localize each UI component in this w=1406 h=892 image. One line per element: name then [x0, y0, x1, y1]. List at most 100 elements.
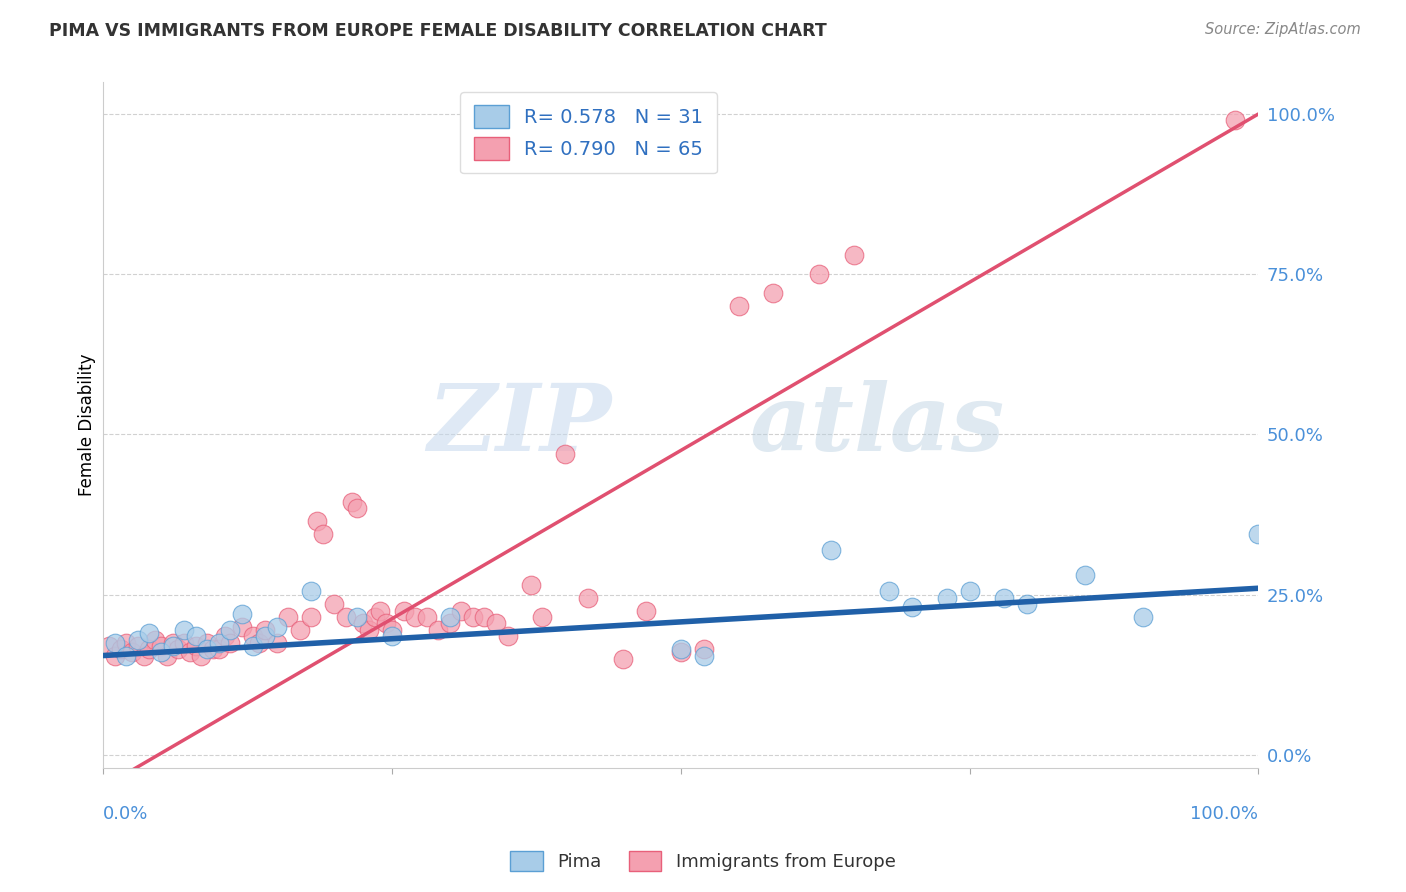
Point: [1074, 568, 1097, 582]
Point: [312, 526, 335, 541]
Point: [842, 248, 865, 262]
Point: [184, 639, 207, 653]
Point: [195, 642, 218, 657]
Point: [288, 623, 311, 637]
Point: [190, 648, 212, 663]
Point: [242, 629, 264, 643]
Point: [346, 501, 368, 516]
Point: [392, 604, 415, 618]
Point: [323, 597, 346, 611]
Point: [727, 299, 749, 313]
Point: [404, 610, 426, 624]
Point: [340, 494, 363, 508]
Point: [578, 591, 600, 605]
Point: [693, 648, 716, 663]
Point: [184, 629, 207, 643]
Point: [201, 642, 224, 657]
Point: [669, 642, 692, 657]
Point: [381, 629, 404, 643]
Point: [179, 645, 201, 659]
Point: [98, 639, 121, 653]
Point: [496, 629, 519, 643]
Text: atlas: atlas: [751, 380, 1005, 470]
Point: [208, 636, 231, 650]
Point: [115, 636, 138, 650]
Point: [150, 639, 173, 653]
Point: [335, 610, 357, 624]
Legend: Pima, Immigrants from Europe: Pima, Immigrants from Europe: [503, 844, 903, 879]
Point: [808, 267, 831, 281]
Point: [253, 629, 276, 643]
Text: ZIP: ZIP: [427, 380, 612, 470]
Point: [439, 610, 461, 624]
Point: [242, 639, 264, 653]
Point: [364, 610, 387, 624]
Point: [247, 636, 270, 650]
Point: [439, 616, 461, 631]
Point: [231, 607, 253, 621]
Point: [127, 639, 149, 653]
Text: PIMA VS IMMIGRANTS FROM EUROPE FEMALE DISABILITY CORRELATION CHART: PIMA VS IMMIGRANTS FROM EUROPE FEMALE DI…: [49, 22, 827, 40]
Point: [150, 645, 173, 659]
Text: Source: ZipAtlas.com: Source: ZipAtlas.com: [1205, 22, 1361, 37]
Point: [104, 636, 127, 650]
Point: [820, 542, 842, 557]
Point: [277, 610, 299, 624]
Point: [370, 604, 392, 618]
Point: [208, 642, 231, 657]
Point: [935, 591, 957, 605]
Point: [143, 632, 166, 647]
Point: [669, 645, 692, 659]
Point: [162, 636, 184, 650]
Point: [195, 636, 218, 650]
Point: [231, 620, 253, 634]
Point: [612, 652, 634, 666]
Point: [877, 584, 900, 599]
Point: [305, 514, 328, 528]
Point: [299, 610, 322, 624]
Point: [115, 648, 138, 663]
Legend: R= 0.578   N = 31, R= 0.790   N = 65: R= 0.578 N = 31, R= 0.790 N = 65: [460, 92, 717, 173]
Point: [132, 648, 155, 663]
Point: [110, 642, 132, 657]
Point: [162, 639, 184, 653]
Point: [427, 623, 450, 637]
Point: [219, 623, 242, 637]
Point: [693, 642, 716, 657]
Point: [415, 610, 437, 624]
Point: [1132, 610, 1154, 624]
Point: [127, 632, 149, 647]
Point: [1247, 526, 1270, 541]
Point: [357, 623, 380, 637]
Point: [959, 584, 981, 599]
Point: [138, 626, 160, 640]
Point: [352, 616, 374, 631]
Point: [346, 610, 368, 624]
Point: [266, 620, 288, 634]
Point: [375, 616, 398, 631]
Point: [253, 623, 276, 637]
Point: [173, 623, 195, 637]
Point: [901, 600, 924, 615]
Point: [554, 447, 576, 461]
Point: [1225, 113, 1247, 128]
Point: [636, 604, 658, 618]
Point: [138, 642, 160, 657]
Point: [762, 286, 785, 301]
Text: 0.0%: 0.0%: [103, 805, 149, 823]
Point: [266, 636, 288, 650]
Point: [156, 648, 179, 663]
Point: [485, 616, 508, 631]
Text: 100.0%: 100.0%: [1191, 805, 1258, 823]
Point: [531, 610, 554, 624]
Point: [461, 610, 484, 624]
Point: [519, 578, 541, 592]
Point: [173, 636, 195, 650]
Point: [219, 636, 242, 650]
Y-axis label: Female Disability: Female Disability: [79, 353, 96, 496]
Point: [1017, 597, 1039, 611]
Point: [104, 648, 127, 663]
Point: [993, 591, 1015, 605]
Point: [381, 623, 404, 637]
Point: [450, 604, 472, 618]
